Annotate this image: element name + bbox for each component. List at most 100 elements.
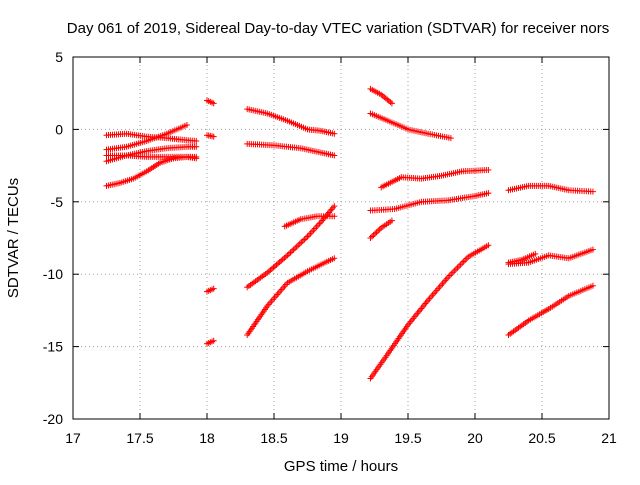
data-point-marker (373, 229, 380, 236)
y-tick-label: 5 (55, 49, 63, 65)
data-point-marker (448, 270, 455, 277)
data-markers (103, 85, 596, 382)
data-point-marker (275, 260, 282, 267)
data-point-marker (302, 235, 309, 241)
data-point-marker (210, 100, 217, 107)
series-arc-14 (244, 255, 338, 339)
data-point-marker (485, 190, 492, 197)
data-point-marker (376, 226, 383, 233)
series-arc-8 (204, 285, 217, 295)
series-arc-23 (505, 246, 596, 268)
tick-labels: 17 17.5 18 18.5 19 19.5 20 20.5 21 -20 -15 -10 -5 0 5 (43, 49, 617, 446)
data-point-marker (290, 246, 297, 253)
data-point-marker (319, 217, 326, 224)
x-tick-label: 21 (601, 430, 617, 446)
data-point-marker (268, 265, 275, 272)
data-point-marker (289, 248, 296, 255)
data-point-marker (267, 267, 274, 274)
data-point-marker (375, 227, 382, 234)
data-point-marker (325, 209, 332, 216)
data-point-marker (278, 257, 285, 264)
chart-title: Day 061 of 2019, Sidereal Day-to-day VTE… (67, 20, 609, 37)
data-point-marker (447, 135, 454, 142)
grid-lines (73, 57, 609, 419)
data-point-marker (270, 264, 277, 271)
data-point-marker (321, 214, 328, 221)
data-point-marker (462, 256, 469, 263)
data-point-marker (287, 249, 294, 256)
y-axis-label: SDTVAR / TECUs (5, 178, 22, 298)
data-point-marker (210, 285, 217, 292)
data-point-marker (295, 242, 302, 249)
data-point-marker (210, 133, 217, 140)
x-tick-label: 17.5 (126, 430, 153, 446)
data-point-marker (457, 261, 464, 268)
series-arc-21 (505, 182, 596, 195)
data-point-marker (328, 206, 335, 213)
y-tick-label: -5 (51, 194, 64, 210)
series-arc-24 (505, 282, 596, 339)
data-point-marker (372, 230, 379, 237)
data-point-marker (323, 212, 330, 219)
data-point-marker (292, 245, 299, 252)
x-tick-label: 18.5 (260, 430, 287, 446)
data-point-marker (331, 130, 338, 137)
series-arc-1 (103, 130, 200, 144)
series-arc-5 (103, 153, 200, 189)
series-arc-15 (367, 85, 395, 107)
series-arc-13 (281, 213, 338, 230)
data-point-marker (532, 250, 539, 257)
series-arc-7 (204, 132, 217, 140)
data-point-marker (388, 100, 395, 107)
data-point-marker (452, 266, 459, 273)
data-point-marker (193, 137, 200, 144)
data-point-marker (370, 232, 377, 239)
data-point-marker (329, 204, 336, 211)
data-point-marker (293, 243, 300, 250)
data-point-marker (454, 264, 461, 271)
data-point-marker (284, 252, 291, 259)
data-point-marker (285, 250, 292, 257)
x-tick-label: 17 (65, 430, 81, 446)
data-point-marker (276, 259, 283, 266)
data-point-marker (331, 213, 338, 220)
data-point-marker (296, 240, 303, 247)
data-point-marker (210, 337, 217, 344)
data-point-marker (331, 152, 338, 159)
series-arc-6 (204, 97, 217, 107)
series-arc-10 (244, 106, 338, 137)
data-point-marker (451, 267, 458, 274)
series-arc-20 (367, 242, 492, 382)
data-point-marker (331, 255, 338, 262)
axis-ticks (72, 56, 610, 420)
data-point-marker (327, 207, 334, 214)
data-point-marker (272, 263, 279, 270)
data-point-marker (589, 282, 596, 289)
data-point-marker (449, 269, 456, 276)
y-tick-label: -10 (43, 266, 63, 282)
data-point-marker (183, 122, 190, 129)
series-arc-2 (103, 122, 190, 153)
x-tick-label: 19 (333, 430, 349, 446)
data-point-marker (301, 236, 308, 243)
data-point-marker (369, 233, 376, 240)
data-point-marker (299, 237, 306, 244)
data-point-marker (456, 263, 463, 270)
x-tick-label: 19.5 (394, 430, 421, 446)
data-point-marker (367, 235, 374, 241)
data-point-marker (463, 255, 470, 262)
data-point-marker (589, 188, 596, 195)
y-tick-label: 0 (55, 121, 63, 137)
data-point-marker (485, 242, 492, 249)
y-tick-label: -15 (43, 339, 63, 355)
data-point-marker (485, 166, 492, 173)
data-point-marker (273, 261, 280, 268)
data-point-marker (281, 255, 288, 262)
data-point-marker (279, 256, 286, 263)
x-tick-label: 20 (467, 430, 483, 446)
data-point-marker (331, 203, 338, 210)
series-arc-9 (204, 337, 217, 347)
x-axis-label: GPS time / hours (284, 458, 398, 475)
data-point-marker (459, 260, 466, 267)
